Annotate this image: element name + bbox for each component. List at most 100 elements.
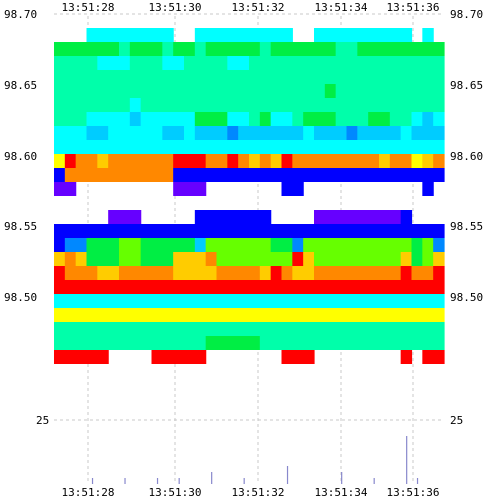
heatmap-cell [97,56,109,70]
heatmap-cell [108,28,120,42]
heatmap-cell [281,42,293,56]
heatmap-cell [259,224,272,238]
heatmap-cell [411,126,423,140]
heatmap-cell [249,224,261,238]
heatmap-cell [411,84,423,98]
heatmap-cell [140,140,153,154]
heatmap-cell [281,308,293,322]
heatmap-cell [400,238,413,252]
heatmap-cell [270,140,283,154]
heatmap-cell [151,252,163,266]
heatmap-cell [379,224,391,238]
heatmap-cell [368,336,380,350]
heatmap-cell [400,70,413,84]
x-tick-label-top: 13:51:30 [149,1,202,14]
heatmap-cell [357,70,369,84]
heatmap-cell [140,252,153,266]
heatmap-cell [86,154,98,168]
heatmap-cell [357,126,369,140]
heatmap-cell [292,266,304,280]
heatmap-cell [368,168,380,182]
heatmap-cell [292,238,304,252]
heatmap-cell [97,140,109,154]
heatmap-cell [129,154,142,168]
heatmap-cell [54,70,66,84]
heatmap-cell [75,252,88,266]
heatmap-cell [357,98,369,112]
heatmap-cell [379,322,391,336]
heatmap-cell [303,70,315,84]
heatmap-cell [216,294,228,308]
heatmap-cell [389,70,402,84]
heatmap-cell [422,98,434,112]
heatmap-cell [205,280,218,294]
heatmap-cell [422,84,434,98]
heatmap-cell [379,252,391,266]
heatmap-cell [422,238,434,252]
heatmap-cell [303,224,315,238]
heatmap-cell [205,154,218,168]
heatmap-cell [64,154,77,168]
heatmap-cell [389,308,402,322]
heatmap-cell [184,42,196,56]
heatmap-cell [162,336,174,350]
heatmap-cell [400,308,413,322]
heatmap-cell [216,42,228,56]
heatmap-cell [357,140,369,154]
heatmap-cell [205,112,218,126]
heatmap-cell [54,252,66,266]
heatmap-cell [259,252,272,266]
heatmap-cell [140,322,153,336]
heatmap-cell [205,322,218,336]
heatmap-cell [151,280,163,294]
heatmap-cell [400,224,413,238]
heatmap-cell [411,154,423,168]
heatmap-cell [303,126,315,140]
heatmap-cell [433,56,445,70]
heatmap-cell [400,266,413,280]
heatmap-cell [64,252,77,266]
heatmap-cell [205,70,218,84]
heatmap-cell [151,56,163,70]
heatmap-cell [259,56,272,70]
heatmap-cell [162,28,174,42]
heatmap-cell [411,140,423,154]
heatmap-cell [64,168,77,182]
heatmap-cell [368,42,380,56]
heatmap-cell [324,308,337,322]
heatmap-cell [411,70,423,84]
heatmap-cell [281,322,293,336]
heatmap-cell [194,336,207,350]
heatmap-cell [119,308,131,322]
heatmap-cell [140,56,153,70]
heatmap-cell [108,126,120,140]
heatmap-cell [411,336,423,350]
heatmap-cell [292,336,304,350]
heatmap-cell [411,42,423,56]
heatmap-cell [314,238,326,252]
heatmap-cell [64,98,77,112]
heatmap-cell [249,294,261,308]
heatmap-cell [227,126,239,140]
heatmap-cell [173,350,185,364]
heatmap-cell [433,42,445,56]
heatmap-cell [324,140,337,154]
heatmap-cell [173,280,185,294]
heatmap-cell [411,266,423,280]
heatmap-cell [249,168,261,182]
heatmap-cell [346,84,358,98]
heatmap-cell [259,336,272,350]
heatmap-cell [86,112,98,126]
heatmap-cell [54,168,66,182]
heatmap-cell [433,126,445,140]
heatmap-cell [140,154,153,168]
heatmap-cell [292,140,304,154]
heatmap-cell [270,168,283,182]
heatmap-cell [411,280,423,294]
heatmap-cell [194,280,207,294]
heatmap-cell [411,238,423,252]
heatmap-cell [249,84,261,98]
heatmap-cell [216,70,228,84]
heatmap-cell [173,252,185,266]
